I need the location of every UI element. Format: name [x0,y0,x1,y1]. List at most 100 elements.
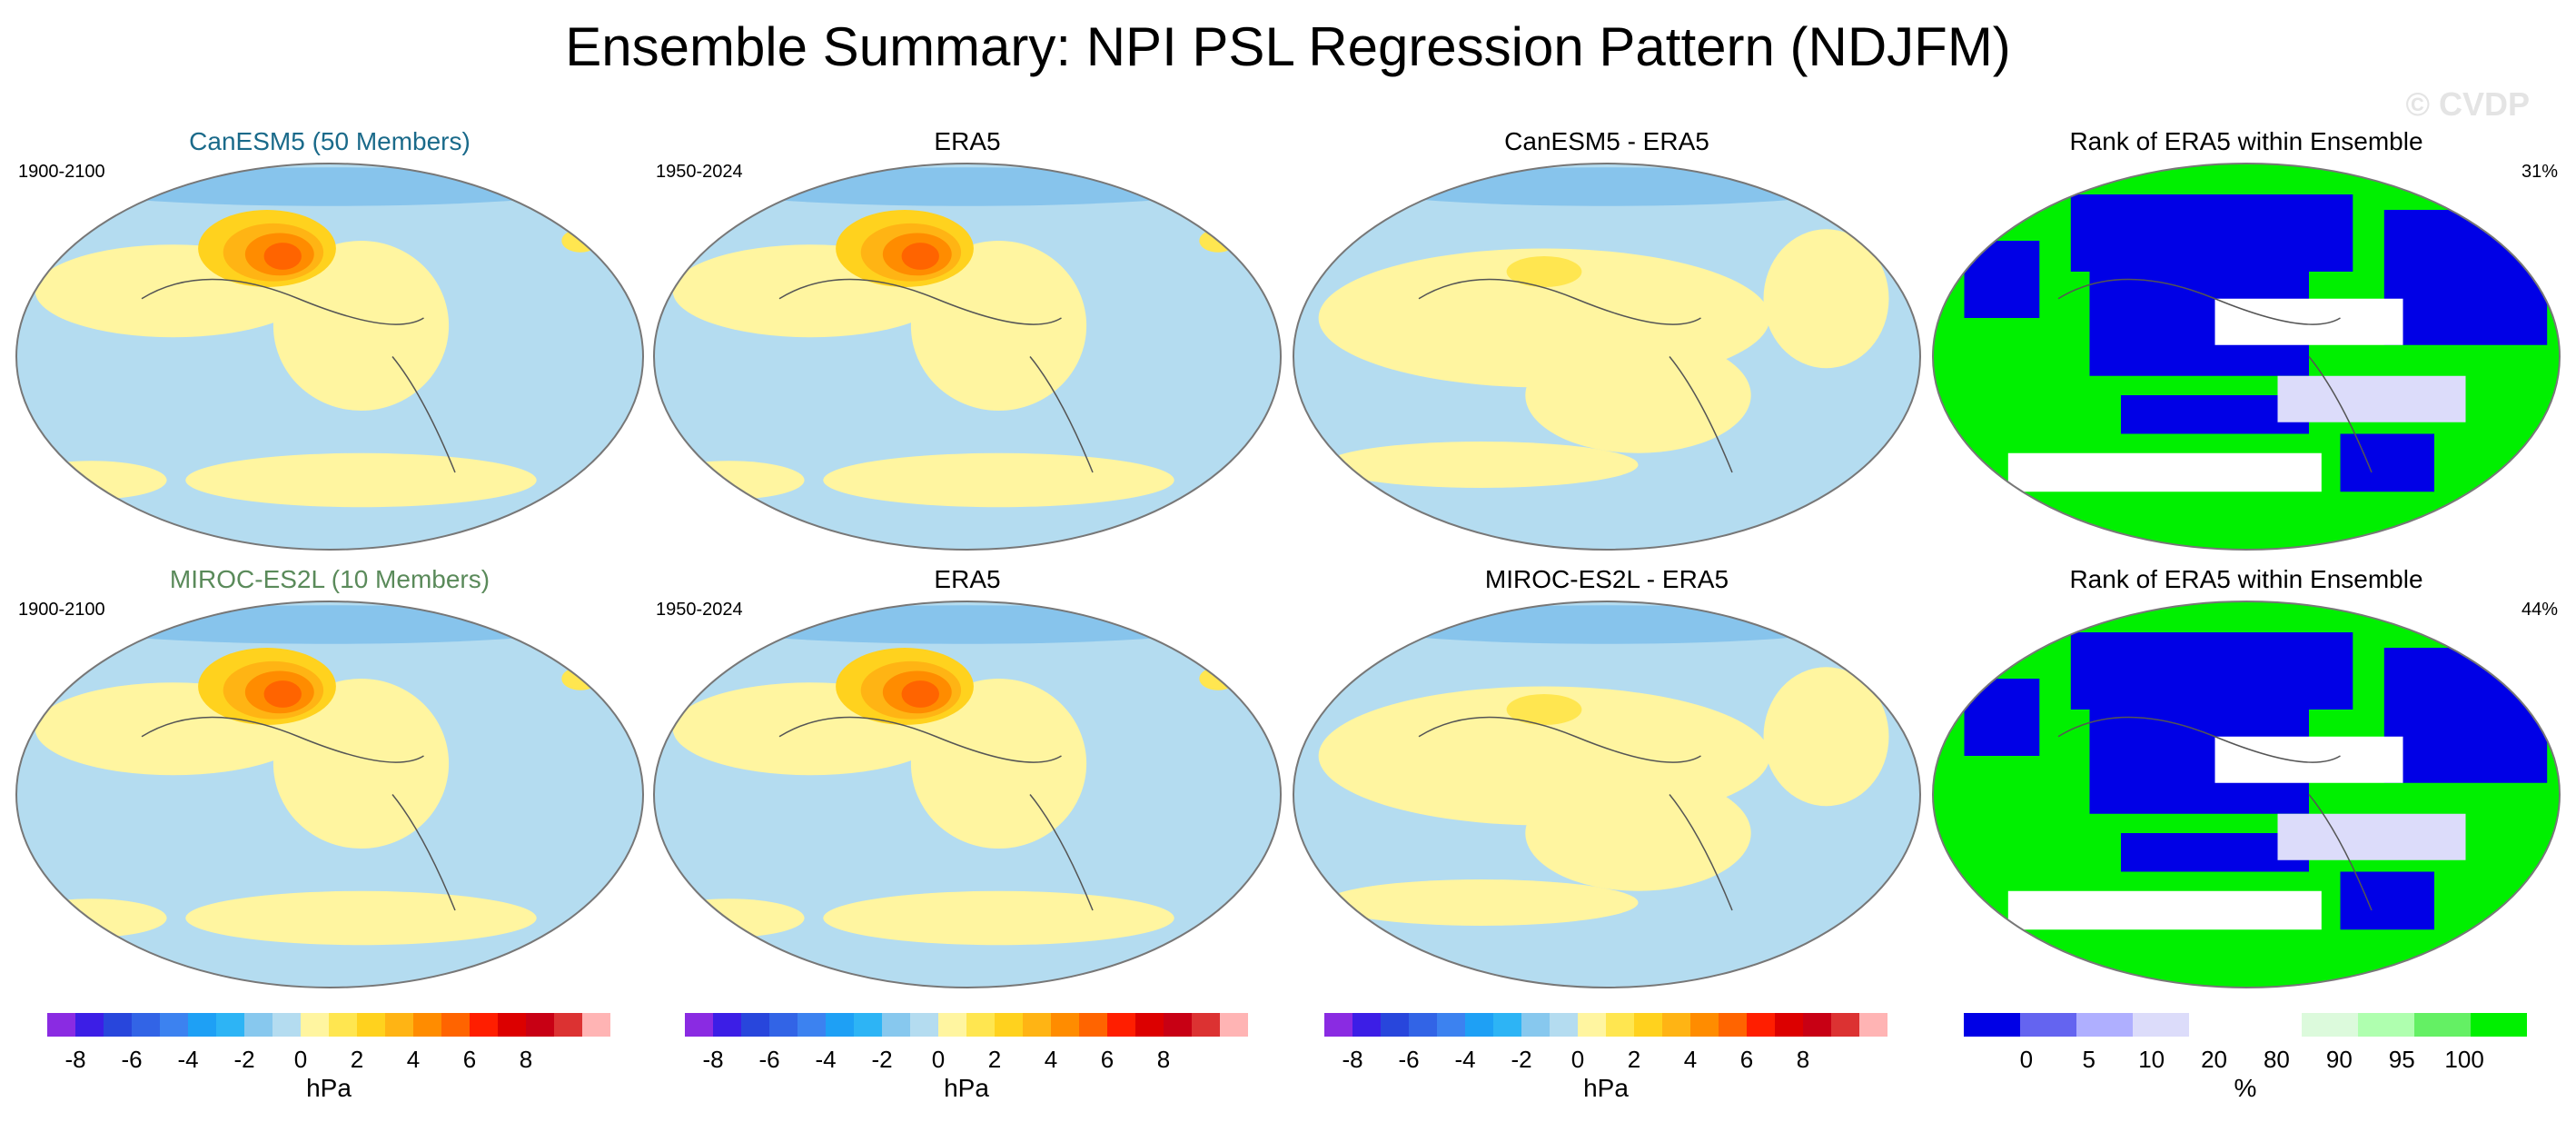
colorbar-swatch [160,1013,188,1037]
colorbar-swatch [413,1013,441,1037]
colorbar-swatch [2245,1013,2302,1037]
colorbar-tick-label: 6 [1740,1046,1753,1073]
panel-title: ERA5 [934,565,1000,593]
colorbar-swatch [995,1013,1023,1037]
coastline [2057,716,2373,911]
field-region [272,679,450,849]
colorbar-tick-label: 4 [1045,1046,1057,1073]
field-region [1506,694,1582,725]
colorbar-tick-label: -8 [64,1046,85,1073]
colorbar-swatch [2189,1013,2245,1037]
field-region [2007,890,2322,930]
map-border [1932,601,2561,988]
panel-period-label: 1950-2024 [656,600,743,620]
colorbar-tick-label: 6 [463,1046,476,1073]
map-panel-2: ERA5 1950-2024 [653,127,1282,551]
map-panel-3: CanESM5 - ERA5 [1293,127,1921,551]
colorbar-swatch [47,1013,75,1037]
field-region [2340,433,2434,492]
colorbar-3: -8 -6 -4 -2 0 2 4 6 8 hPa [1324,1013,1887,1102]
panel-title: CanESM5 (50 Members) [189,127,471,155]
colorbar-1: -8 -6 -4 -2 0 2 4 6 8 hPa [47,1013,610,1102]
field-region [910,241,1087,411]
colorbar-tick-label: -2 [871,1046,892,1073]
colorbar-swatch [385,1013,413,1037]
panel-title: ERA5 [934,127,1000,155]
colorbar-tick-label: 0 [2020,1046,2033,1073]
map-panel-6: ERA5 1950-2024 [653,565,1282,988]
colorbar-swatch [104,1013,132,1037]
panels-group: CanESM5 (50 Members) 1900-2100 ERA5 1950-20… [15,127,2561,988]
figure-title: Ensemble Summary: NPI PSL Regression Pat… [565,16,2011,77]
field-region [2383,210,2548,345]
field-region [1763,667,1889,807]
field-region [1525,775,1751,891]
panel-period-label: 1900-2100 [18,162,105,182]
colorbar-swatch [1634,1013,1662,1037]
map-panel-4: Rank of ERA5 within Ensemble 31% [1932,127,2561,551]
field-region [2214,736,2403,783]
map-panel-7: MIROC-ES2L - ERA5 [1293,565,1921,988]
coastline [778,716,1094,911]
map-border [1932,163,2561,551]
field-region [1525,337,1751,453]
colorbar-swatch [1079,1013,1107,1037]
field-region [1356,167,1858,206]
colorbar-swatch [1578,1013,1606,1037]
colorbar-swatch [798,1013,826,1037]
field-region [823,452,1174,508]
colorbar-swatch [1465,1013,1493,1037]
colorbar-swatch [1437,1013,1465,1037]
colorbar-swatch [1493,1013,1521,1037]
colorbar-swatch [188,1013,216,1037]
map-border [15,601,644,988]
colorbar-swatch [329,1013,357,1037]
colorbar-units-label: hPa [944,1074,989,1102]
colorbar-tick-label: 20 [2201,1046,2227,1073]
colorbar-units-label: % [2234,1074,2257,1102]
colorbar-swatch [301,1013,329,1037]
colorbar-swatch [2471,1013,2527,1037]
colorbar-2: -8 -6 -4 -2 0 2 4 6 8 hPa [685,1013,1248,1102]
colorbar-swatch [938,1013,966,1037]
colorbar-swatch [685,1013,713,1037]
colorbar-swatch [2020,1013,2076,1037]
colorbar-swatch [1352,1013,1381,1037]
colorbar-tick-label: 6 [1101,1046,1114,1073]
field-region [272,241,450,411]
colorbar-tick-label: -4 [1454,1046,1475,1073]
colorbar-tick-label: 95 [2389,1046,2415,1073]
coastline [141,278,456,473]
colorbar-tick-label: 8 [1157,1046,1170,1073]
colorbar-swatch [1859,1013,1887,1037]
colorbar-swatch [1719,1013,1747,1037]
colorbar-tick-label: 2 [351,1046,363,1073]
colorbar-swatch [1135,1013,1164,1037]
colorbar-swatch [910,1013,938,1037]
colorbar-swatch [1324,1013,1352,1037]
colorbar-swatch [2302,1013,2358,1037]
colorbar-swatch [132,1013,160,1037]
colorbar-swatch [1381,1013,1409,1037]
colorbar-tick-label: 0 [932,1046,945,1073]
panel-period-label: 1900-2100 [18,600,105,620]
field-region [2214,298,2403,345]
field-region [2070,194,2353,272]
colorbar-tick-label: -4 [815,1046,836,1073]
field-region [1324,442,1639,488]
colorbar-tick-label: 4 [407,1046,420,1073]
colorbar-swatch [966,1013,995,1037]
field-region [901,680,939,708]
colorbar-tick-label: -6 [121,1046,142,1073]
colorbar-tick-label: 0 [1571,1046,1584,1073]
colorbar-swatch [2076,1013,2133,1037]
colorbar-swatch [1164,1013,1192,1037]
map-field [1933,601,2560,988]
colorbar-swatch [357,1013,385,1037]
colorbar-tick-label: 2 [988,1046,1001,1073]
map-border [1293,163,1921,551]
panel-title: CanESM5 - ERA5 [1504,127,1709,155]
colorbar-swatch [272,1013,301,1037]
coastline [1418,716,1733,911]
panel-title: Rank of ERA5 within Ensemble [2069,127,2422,155]
